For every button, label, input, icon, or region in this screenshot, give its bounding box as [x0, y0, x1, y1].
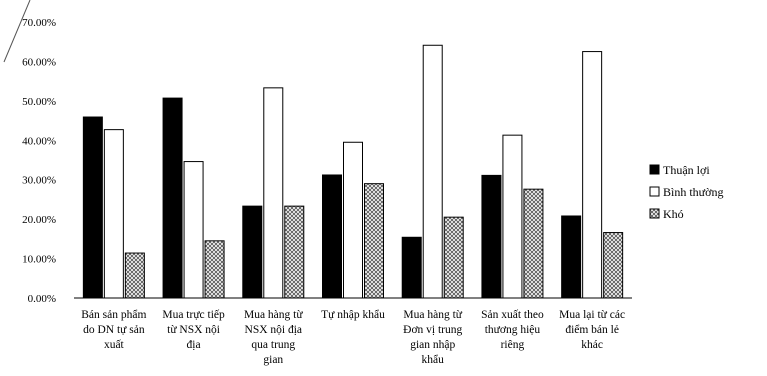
category-labels: Bán sản phẩm do DN tự sản xuất Mua trực tiế…: [81, 308, 625, 366]
bar-2-2: [183, 161, 204, 299]
corner-decoration-line: [3, 0, 31, 63]
category-label: Tự nhập khẩu: [321, 308, 385, 321]
bar-3-4: [364, 183, 384, 299]
y-tick-label: 0.00%: [28, 293, 56, 305]
legend: Thuận lợi Bình thường Khó: [649, 163, 724, 221]
y-tick-label: 30.00%: [22, 175, 56, 187]
y-tick-label: 50.00%: [22, 96, 56, 108]
bar-3-1: [124, 252, 145, 299]
bar-2-7: [582, 51, 603, 299]
bar-1-5: [401, 236, 422, 299]
bar-1-7: [561, 215, 582, 299]
bar-3-3: [284, 205, 305, 299]
category-label: Bán sản phẩm do DN tự sản xuất: [81, 308, 146, 351]
bar-1-3: [242, 205, 263, 299]
bar-3-2: [204, 240, 225, 299]
y-axis-tick-labels: 0.00% 10.00% 20.00% 30.00% 40.00% 50.00% 60.00…: [22, 17, 56, 305]
category-label: Mua hàng từ NSX nội địa qua trung gian: [244, 309, 303, 366]
bar-1-2: [162, 97, 183, 299]
y-tick-label: 10.00%: [22, 254, 56, 266]
bar-3-5: [443, 216, 464, 299]
bar-2-3: [263, 87, 284, 299]
legend-swatch-1: [649, 164, 660, 175]
category-label: Mua hàng từ Đơn vị trung gian nhập khẩu: [403, 309, 463, 366]
y-tick-label: 40.00%: [22, 135, 56, 147]
category-label: Sản xuất theo thương hiệu riêng: [481, 308, 544, 351]
bar-3-7: [603, 232, 624, 299]
bar-2-6: [502, 134, 523, 299]
bar-series-group: [82, 44, 624, 299]
legend-label-3: Khó: [663, 207, 684, 221]
bar-1-1: [82, 116, 103, 299]
category-label: Mua lại từ các điểm bán lẻ khác: [559, 309, 625, 351]
bar-2-1: [103, 129, 124, 299]
bar-1-6: [481, 174, 502, 299]
bar-1-4: [322, 174, 342, 299]
legend-label-2: Bình thường: [663, 185, 724, 199]
y-tick-label: 70.00%: [22, 17, 56, 29]
legend-swatch-3: [649, 208, 660, 219]
legend-label-1: Thuận lợi: [663, 163, 710, 177]
bar-2-5: [422, 44, 443, 299]
y-tick-label: 20.00%: [22, 214, 56, 226]
bar-2-4: [343, 141, 363, 299]
legend-swatch-2: [649, 186, 660, 197]
category-label: Mua trực tiếp từ NSX nội địa: [162, 308, 225, 351]
y-tick-label: 60.00%: [22, 56, 56, 68]
bar-3-6: [523, 188, 544, 299]
